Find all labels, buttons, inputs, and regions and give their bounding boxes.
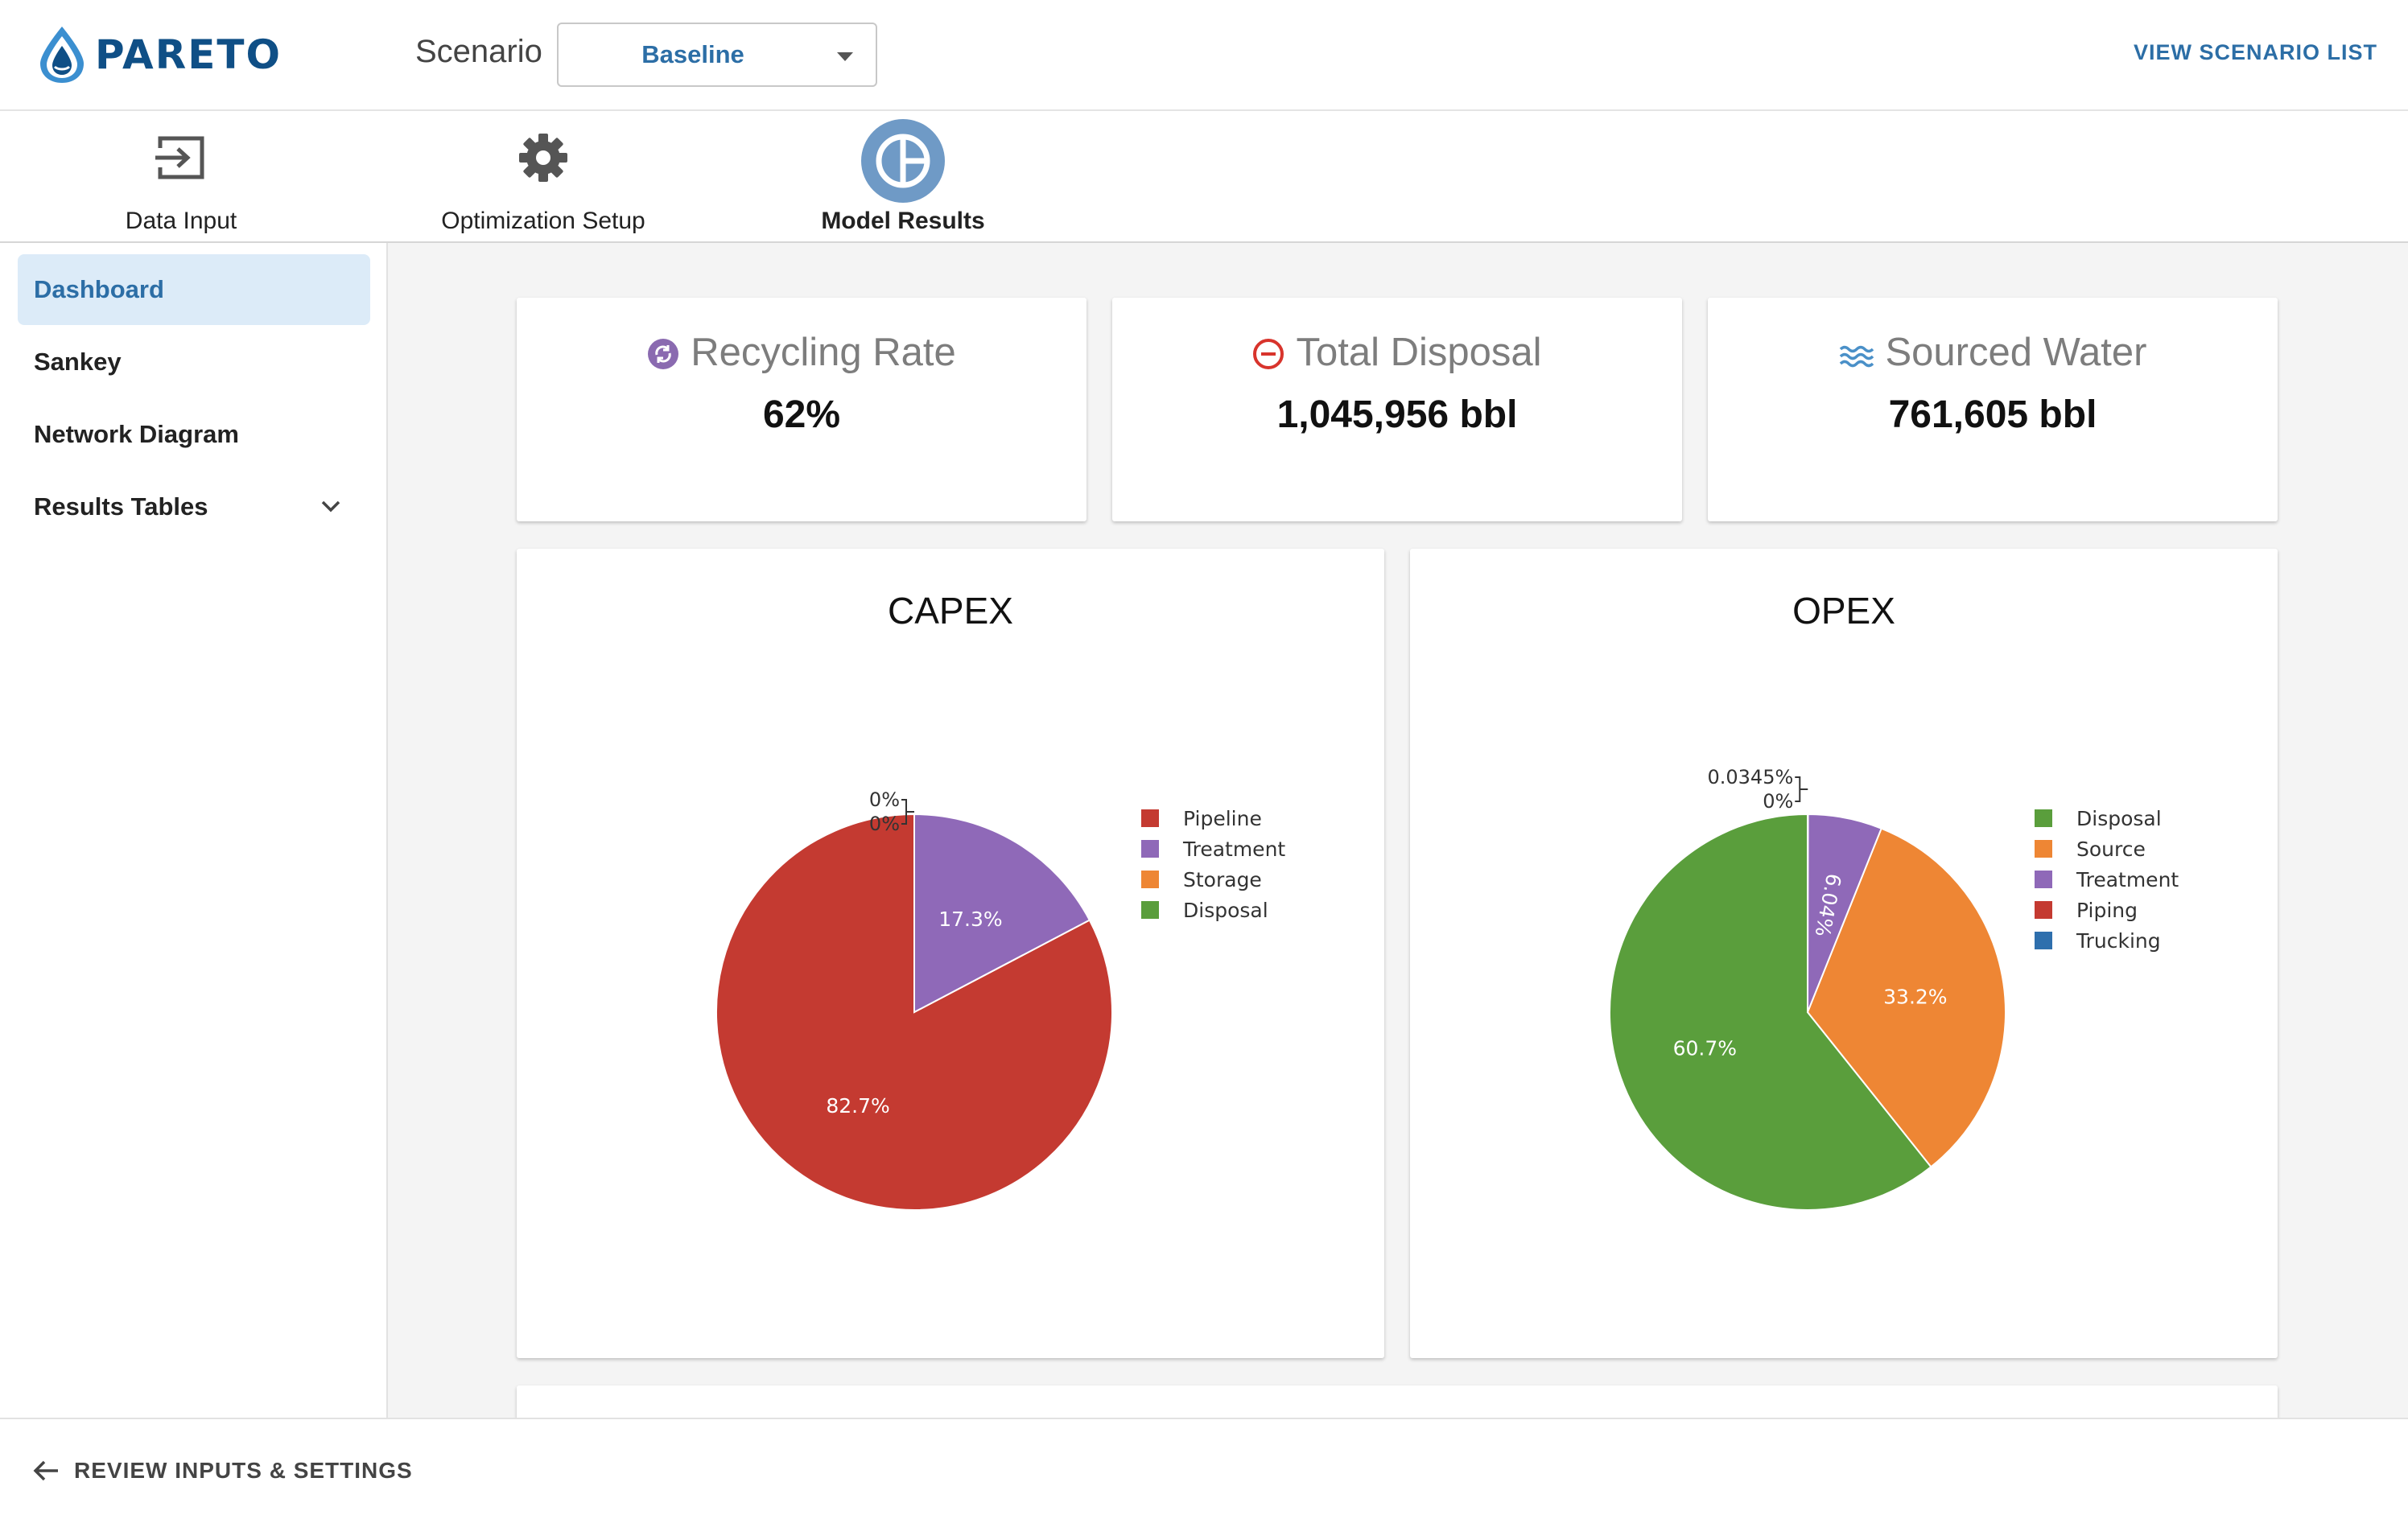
- legend-swatch: [1141, 809, 1159, 827]
- pie-slice-disposal[interactable]: [1609, 813, 1932, 1211]
- slice-value-label: 82.7%: [826, 1094, 889, 1118]
- legend-swatch: [1141, 871, 1159, 888]
- caret-down-icon: [837, 52, 853, 61]
- legend-swatch: [2035, 871, 2052, 888]
- app-header: PARETO Scenario Baseline VIEW SCENARIO L…: [0, 0, 2408, 111]
- legend-swatch: [1141, 840, 1159, 858]
- chevron-down-icon[interactable]: [320, 499, 341, 513]
- opex-chart-card: OPEX 60.7% 33.2% 6.04% 0.0345% 0% Disposal Sou…: [1410, 549, 2278, 1358]
- slice-value-label-outside: 0%: [869, 813, 900, 835]
- sidebar-item-dashboard[interactable]: Dashboard: [18, 254, 370, 325]
- stat-title-text: Total Disposal: [1296, 331, 1542, 374]
- stat-value: 62%: [762, 393, 841, 436]
- legend-swatch: [2035, 809, 2052, 827]
- sidebar-item-network-diagram[interactable]: Network Diagram: [34, 420, 239, 448]
- gear-icon: [519, 134, 567, 182]
- data-input-icon: [155, 136, 204, 179]
- sidebar: Dashboard Sankey Network Diagram Results…: [0, 243, 388, 1418]
- stat-title-text: Sourced Water: [1885, 331, 2147, 374]
- scenario-dropdown[interactable]: Baseline: [557, 23, 877, 87]
- review-inputs-button[interactable]: REVIEW INPUTS & SETTINGS: [32, 1455, 413, 1487]
- slice-value-label-outside: 0%: [869, 788, 900, 811]
- legend-label: Pipeline: [1183, 807, 1262, 830]
- stat-value: 1,045,956 bbl: [1276, 393, 1518, 436]
- sidebar-item-sankey[interactable]: Sankey: [34, 348, 122, 376]
- legend-swatch: [2035, 840, 2052, 858]
- nav-tab-model-results[interactable]: Model Results: [805, 111, 1001, 241]
- pie-slice-treatment[interactable]: [913, 813, 1091, 1014]
- stat-value: 761,605 bbl: [1888, 393, 2097, 436]
- slice-value-label-outside: 0%: [1763, 790, 1793, 813]
- legend-item-storage[interactable]: Storage: [1141, 868, 1262, 891]
- sidebar-item-results-tables[interactable]: Results Tables: [18, 471, 370, 542]
- stat-card-recycling-rate: Recycling Rate 62%: [517, 298, 1086, 521]
- review-inputs-label: REVIEW INPUTS & SETTINGS: [74, 1458, 413, 1483]
- legend-label: Disposal: [2076, 807, 2162, 830]
- arrow-left-icon: [33, 1460, 58, 1481]
- water-drop-icon: [40, 27, 84, 83]
- chart-title: CAPEX: [888, 590, 1013, 632]
- logo-text: PARETO: [95, 31, 282, 78]
- slice-value-label: 17.3%: [938, 908, 1002, 931]
- slice-value-label: 60.7%: [1673, 1037, 1737, 1060]
- legend-label: Disposal: [1183, 899, 1268, 922]
- leader-line: [901, 799, 914, 825]
- stat-card-total-disposal: Total Disposal 1,045,956 bbl: [1112, 298, 1682, 521]
- nav-label: Data Input: [125, 208, 237, 234]
- capex-chart-card: CAPEX 82.7% 17.3% 0% 0% Pipeline Treatment Sto…: [517, 549, 1384, 1358]
- stat-card-sourced-water: Sourced Water 761,605 bbl: [1708, 298, 2278, 521]
- footer-bar: REVIEW INPUTS & SETTINGS: [0, 1418, 2408, 1519]
- capex-pie-chart[interactable]: 82.7% 17.3% 0%0% Pipeline Treatment Storage Di…: [517, 549, 1384, 1358]
- pie-slice-source[interactable]: [1806, 827, 2006, 1168]
- legend-item-source[interactable]: Source: [2035, 838, 2146, 861]
- pareto-logo[interactable]: PARETO: [37, 23, 282, 87]
- recycle-icon: [648, 339, 679, 369]
- legend-label: Source: [2076, 838, 2146, 861]
- legend-item-piping[interactable]: Piping: [2035, 899, 2138, 922]
- legend-swatch: [2035, 932, 2052, 949]
- legend-label: Piping: [2076, 899, 2138, 922]
- water-waves-icon: [1839, 345, 1874, 368]
- legend-label: Storage: [1183, 868, 1262, 891]
- slice-value-label: 33.2%: [1883, 985, 1947, 1008]
- stat-title-text: Recycling Rate: [691, 331, 956, 374]
- legend-item-treatment[interactable]: Treatment: [2035, 868, 2179, 891]
- nav-tab-optimization-setup[interactable]: Optimization Setup: [419, 111, 668, 241]
- scenario-selected-value: Baseline: [641, 40, 744, 68]
- legend-item-trucking[interactable]: Trucking: [2035, 929, 2161, 953]
- legend-label: Treatment: [1182, 838, 1285, 861]
- slice-value-label-outside: 0.0345%: [1707, 766, 1793, 788]
- sidebar-item-label: Results Tables: [34, 492, 208, 521]
- pie-chart-icon: [861, 119, 945, 203]
- minus-circle-icon: [1253, 339, 1284, 369]
- chart-title: OPEX: [1792, 590, 1895, 632]
- legend-swatch: [2035, 901, 2052, 919]
- view-scenario-list-button[interactable]: VIEW SCENARIO LIST: [2133, 40, 2377, 64]
- nav-tab-data-input[interactable]: Data Input: [89, 111, 274, 241]
- nav-label: Model Results: [821, 208, 985, 234]
- legend-label: Trucking: [2076, 929, 2161, 953]
- leader-line: [1795, 776, 1808, 802]
- legend-item-disposal[interactable]: Disposal: [1141, 899, 1268, 922]
- scenario-label: Scenario: [415, 34, 542, 69]
- nav-label: Optimization Setup: [441, 208, 645, 234]
- legend-label: Treatment: [2076, 868, 2179, 891]
- legend-swatch: [1141, 901, 1159, 919]
- opex-pie-chart[interactable]: 60.7%33.2%6.04%0.0345%0%DisposalSourceTr…: [1410, 549, 2278, 1358]
- legend-item-disposal[interactable]: Disposal: [2035, 807, 2162, 830]
- legend-item-treatment[interactable]: Treatment: [1141, 838, 1285, 861]
- top-navigation: Data Input Optimization Setup: [0, 111, 2408, 243]
- pie-slice-treatment[interactable]: [1807, 813, 1882, 1013]
- legend-item-pipeline[interactable]: Pipeline: [1141, 807, 1262, 830]
